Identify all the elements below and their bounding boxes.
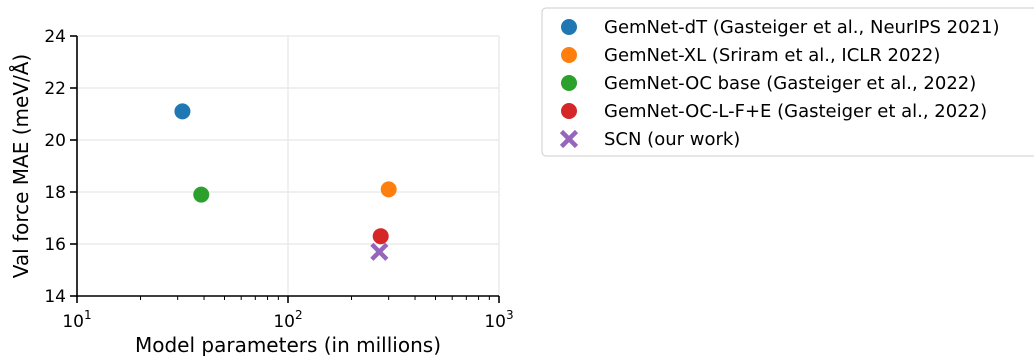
data-point: [380, 181, 397, 198]
legend-marker: [561, 103, 577, 119]
legend-marker: [561, 47, 577, 63]
data-point-x-marker: [370, 242, 389, 261]
x-axis-label: Model parameters (in millions): [135, 333, 441, 356]
y-tick-label: 14: [44, 287, 66, 307]
legend-label: SCN (our work): [604, 129, 740, 150]
legend-marker: [561, 75, 577, 91]
legend-x-marker: [559, 129, 579, 149]
data-point: [174, 103, 191, 120]
y-tick-label: 20: [44, 131, 66, 151]
y-tick-label: 18: [44, 183, 66, 203]
grid-lines: [76, 35, 500, 297]
y-tick-label: 22: [44, 79, 66, 99]
legend-label: GemNet-dT (Gasteiger et al., NeurIPS 202…: [604, 17, 999, 38]
data-point: [372, 228, 389, 245]
legend-label: GemNet-OC base (Gasteiger et al., 2022): [604, 73, 976, 94]
legend-marker: [561, 19, 577, 35]
x-ticks: 101 102 103: [62, 296, 514, 332]
data-point: [193, 186, 210, 203]
data-points: [174, 103, 397, 261]
y-tick-label: 24: [44, 27, 66, 47]
x-tick-label: 103: [484, 308, 513, 332]
legend-label: GemNet-XL (Sriram et al., ICLR 2022): [604, 45, 940, 66]
legend: GemNet-dT (Gasteiger et al., NeurIPS 202…: [541, 7, 1034, 157]
legend-box: [541, 7, 1034, 157]
x-tick-label: 102: [273, 308, 302, 332]
y-tick-label: 16: [44, 235, 66, 255]
y-ticks: 14 16 18 20 22 24: [44, 27, 77, 307]
legend-label: GemNet-OC-L-F+E (Gasteiger et al., 2022): [604, 101, 987, 122]
y-axis-label: Val force MAE (meV/Å): [9, 54, 33, 278]
x-tick-label: 101: [62, 308, 91, 332]
